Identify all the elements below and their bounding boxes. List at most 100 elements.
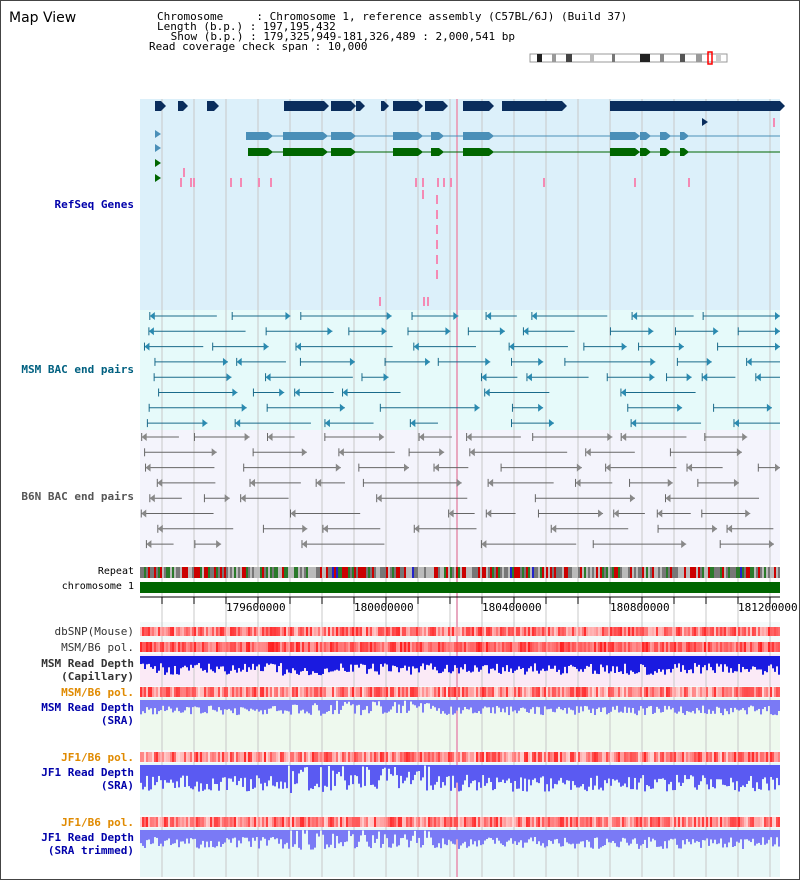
repeat-element [280, 567, 282, 578]
read-depth-bar [190, 830, 192, 839]
read-depth-bar [176, 700, 178, 708]
read-depth-bar [648, 700, 650, 707]
pol-heat-cell [766, 817, 768, 827]
pol-heat-cell [266, 627, 268, 636]
pol-heat-cell [148, 817, 150, 827]
msm-read-depth-sra-label[interactable]: MSM Read Depth [41, 701, 134, 714]
pol-heat-cell [666, 817, 668, 827]
read-depth-bar [290, 656, 292, 674]
pol-heat-cell [174, 817, 176, 827]
pol-heat-cell [680, 687, 682, 697]
read-depth-bar [590, 765, 592, 778]
pol-heat-cell [142, 642, 144, 652]
pol-heat-cell [236, 752, 238, 762]
jf1-b6-pol-label[interactable]: JF1/B6 pol. [61, 751, 134, 764]
repeat-element [244, 567, 246, 578]
read-depth-bar [184, 656, 186, 666]
read-depth-bar [728, 656, 730, 673]
jf1-b6-pol-trimmed-label[interactable]: JF1/B6 pol. [61, 816, 134, 829]
bac-end-arrow [383, 373, 389, 382]
pol-heat-cell [600, 687, 602, 697]
pol-heat-cell [368, 687, 370, 697]
pol-heat-cell [372, 752, 374, 762]
msm-read-depth-capillary-label[interactable]: MSM Read Depth [41, 657, 134, 670]
pol-heat-cell [390, 687, 392, 697]
pol-heat-cell [464, 687, 466, 697]
read-depth-bar [744, 656, 746, 670]
read-depth-bar [666, 656, 668, 670]
pol-heat-cell [428, 752, 430, 762]
pol-heat-cell [486, 627, 488, 636]
read-depth-bar [438, 830, 440, 844]
pol-heat-cell [316, 817, 318, 827]
read-depth-bar [418, 700, 420, 707]
pol-heat-cell [440, 817, 442, 827]
repeat-element [526, 567, 528, 578]
gene-arrow [489, 101, 494, 111]
pol-heat-cell [664, 642, 666, 652]
read-depth-bar [220, 765, 222, 782]
read-depth-bar [342, 700, 344, 706]
bac-end-arrow [733, 478, 739, 487]
repeat-element [672, 567, 674, 578]
read-depth-bar [702, 700, 704, 706]
pol-heat-cell [606, 642, 608, 652]
read-depth-bar [764, 765, 766, 778]
pol-heat-cell [738, 627, 740, 636]
repeat-element [744, 567, 746, 578]
pol-heat-cell [586, 817, 588, 827]
pol-heat-cell [198, 627, 200, 636]
pol-heat-cell [742, 817, 744, 827]
read-depth-bar [160, 700, 162, 711]
pol-heat-cell [260, 642, 262, 652]
pol-heat-cell [672, 687, 674, 697]
pol-heat-cell [756, 687, 758, 697]
read-depth-bar [736, 830, 738, 842]
pol-heat-cell [418, 817, 420, 827]
pol-heat-cell [222, 752, 224, 762]
read-depth-bar [612, 656, 614, 667]
pol-heat-cell [692, 752, 694, 762]
pol-heat-cell [690, 642, 692, 652]
pol-heat-cell [686, 687, 688, 697]
read-depth-bar [364, 700, 366, 710]
read-depth-bar [688, 700, 690, 712]
msm-bac-label[interactable]: MSM BAC end pairs [21, 363, 134, 376]
read-depth-bar [738, 700, 740, 711]
pol-heat-cell [294, 752, 296, 762]
read-depth-bar [704, 765, 706, 778]
read-depth-bar [182, 765, 184, 776]
msm-b6-pol-capillary-label[interactable]: MSM/B6 pol. [61, 641, 134, 654]
pol-heat-cell [534, 687, 536, 697]
pol-heat-cell [232, 752, 234, 762]
pol-heat-cell [638, 627, 640, 636]
repeat-element [396, 567, 398, 578]
jf1-read-depth-sra-label[interactable]: JF1 Read Depth [41, 766, 134, 779]
pol-heat-cell [278, 752, 280, 762]
pol-heat-cell [248, 687, 250, 697]
read-depth-bar [242, 830, 244, 838]
pol-heat-cell [466, 752, 468, 762]
refseq-genes-label[interactable]: RefSeq Genes [54, 198, 134, 211]
repeat-element [190, 567, 192, 578]
read-depth-bar [556, 765, 558, 785]
pol-heat-cell [302, 627, 304, 636]
pol-heat-cell [252, 752, 254, 762]
read-depth-bar [534, 700, 536, 714]
bac-end-arrow [339, 403, 345, 412]
msm-b6-pol-sra-label[interactable]: MSM/B6 pol. [61, 686, 134, 699]
read-depth-bar [710, 656, 712, 668]
pol-heat-cell [238, 627, 240, 636]
pol-heat-cell [424, 817, 426, 827]
read-depth-bar [222, 830, 224, 845]
read-depth-bar [232, 765, 234, 782]
b6n-bac-label[interactable]: B6N BAC end pairs [21, 490, 134, 503]
pol-heat-cell [304, 687, 306, 697]
pol-heat-cell [522, 752, 524, 762]
jf1-read-depth-trimmed-label[interactable]: JF1 Read Depth [41, 831, 134, 844]
dbsnp-label[interactable]: dbSNP(Mouse) [54, 625, 134, 638]
pol-heat-cell [506, 642, 508, 652]
read-depth-bar [212, 656, 214, 672]
repeat-element [196, 567, 198, 578]
